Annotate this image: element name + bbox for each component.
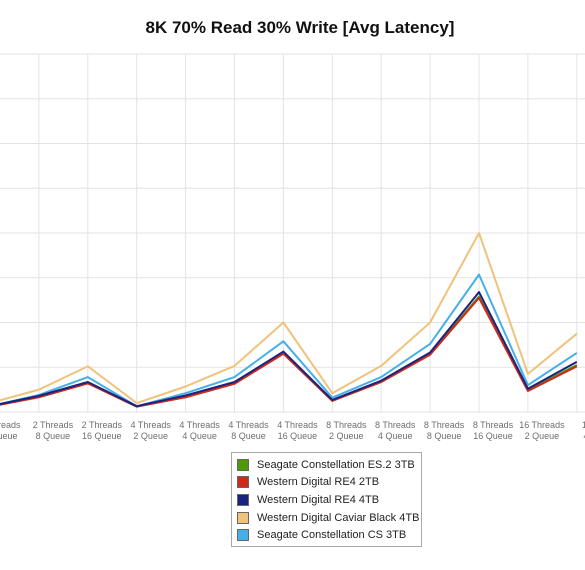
x-tick-label: 4 Threads 8 Queue	[228, 420, 269, 441]
x-tick-label: 8 Threads 4 Queue	[375, 420, 416, 441]
chart-title: 8K 70% Read 30% Write [Avg Latency]	[145, 18, 455, 37]
legend-item: Western Digital RE4 4TB	[232, 491, 421, 509]
legend-item: Seagate Constellation CS 3TB	[232, 526, 421, 544]
legend-item: Western Digital RE4 2TB	[232, 474, 421, 492]
x-tick-label: 8 Threads 16 Queue	[473, 420, 514, 441]
legend-label: Western Digital RE4 2TB	[257, 476, 380, 489]
legend-swatch	[237, 476, 249, 489]
x-tick-label: 4 Threads 16 Queue	[277, 420, 318, 441]
x-tick-label: ThreadsQueue	[0, 420, 21, 441]
legend-swatch	[237, 493, 249, 506]
legend: Seagate Constellation ES.2 3TB Western Di…	[231, 452, 422, 547]
legend-label: Seagate Constellation ES.2 3TB	[257, 458, 415, 471]
x-tick-label: 8 Threads 8 Queue	[424, 420, 465, 441]
x-tick-label: 2 Threads 8 Queue	[33, 420, 74, 441]
legend-label: Western Digital RE4 4TB	[257, 493, 380, 506]
legend-item: Seagate Constellation ES.2 3TB	[232, 456, 421, 474]
x-tick-label: 2 Threads 16 Queue	[82, 420, 123, 441]
legend-label: Western Digital Caviar Black 4TB	[257, 511, 420, 524]
x-tick-label: 4 Threads 2 Queue	[131, 420, 172, 441]
x-tick-label: 8 Threads 2 Queue	[326, 420, 367, 441]
x-tick-label: 16 Threads 2 Queue	[519, 420, 565, 441]
series-line-4	[0, 273, 578, 408]
legend-label: Seagate Constellation CS 3TB	[257, 529, 407, 542]
legend-swatch	[237, 458, 249, 471]
legend-item: Western Digital Caviar Black 4TB	[232, 509, 421, 527]
x-tick-label: 4 Threads 4 Queue	[179, 420, 220, 441]
legend-swatch	[237, 529, 249, 542]
series-line-3	[0, 232, 578, 405]
legend-swatch	[237, 511, 249, 524]
x-tick-label: 16 T4 Q	[582, 420, 585, 441]
series-line-2	[0, 291, 578, 408]
series-line-1	[0, 296, 578, 408]
